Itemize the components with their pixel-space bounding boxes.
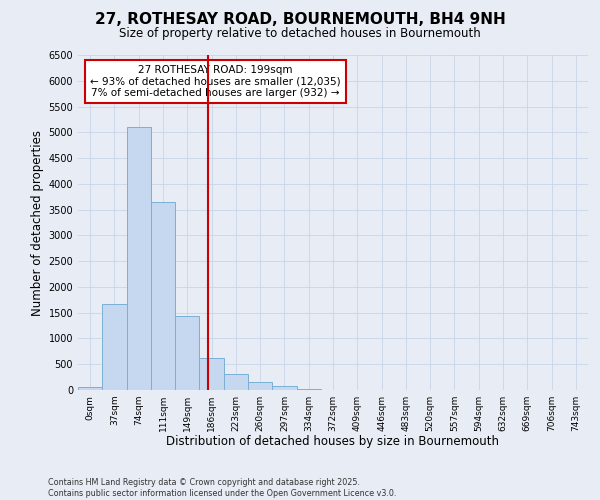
Bar	[175, 316, 199, 390]
Bar	[102, 304, 127, 390]
Text: 27, ROTHESAY ROAD, BOURNEMOUTH, BH4 9NH: 27, ROTHESAY ROAD, BOURNEMOUTH, BH4 9NH	[95, 12, 505, 28]
Bar	[248, 382, 272, 390]
Bar	[127, 127, 151, 390]
Text: 27 ROTHESAY ROAD: 199sqm
← 93% of detached houses are smaller (12,035)
7% of sem: 27 ROTHESAY ROAD: 199sqm ← 93% of detach…	[91, 65, 341, 98]
Bar	[224, 374, 248, 390]
Y-axis label: Number of detached properties: Number of detached properties	[31, 130, 44, 316]
X-axis label: Distribution of detached houses by size in Bournemouth: Distribution of detached houses by size …	[167, 436, 499, 448]
Text: Size of property relative to detached houses in Bournemouth: Size of property relative to detached ho…	[119, 28, 481, 40]
Bar	[78, 387, 102, 390]
Bar	[272, 386, 296, 390]
Text: Contains HM Land Registry data © Crown copyright and database right 2025.
Contai: Contains HM Land Registry data © Crown c…	[48, 478, 397, 498]
Bar	[199, 358, 224, 390]
Bar	[296, 389, 321, 390]
Bar	[151, 202, 175, 390]
